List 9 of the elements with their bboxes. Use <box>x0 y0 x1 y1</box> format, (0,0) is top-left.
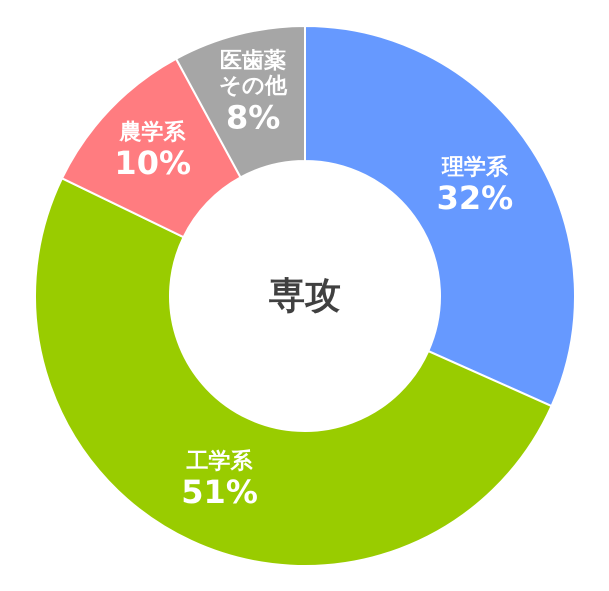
text: 専攻 <box>269 274 341 318</box>
slice-label: 工学系 <box>186 448 254 474</box>
slice-label: 理学系 <box>440 154 509 180</box>
data-label: 10% <box>114 144 192 182</box>
data-label: 32% <box>436 179 514 218</box>
slice-label: 医歯薬その他 <box>218 48 288 99</box>
data-label: 51% <box>181 472 258 511</box>
data-label: 8% <box>224 98 282 136</box>
slice-label: 農学系 <box>118 120 187 145</box>
